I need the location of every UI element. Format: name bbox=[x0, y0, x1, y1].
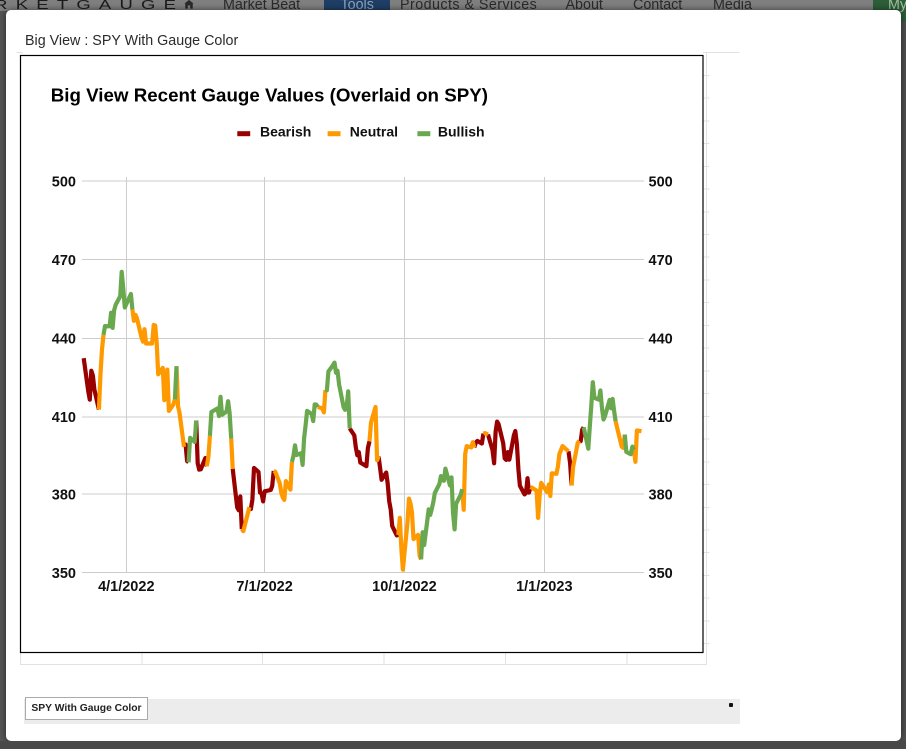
svg-text:350: 350 bbox=[649, 566, 673, 582]
svg-text:7/1/2022: 7/1/2022 bbox=[236, 579, 292, 595]
svg-text:500: 500 bbox=[52, 174, 76, 190]
svg-text:470: 470 bbox=[52, 253, 76, 269]
svg-text:Neutral: Neutral bbox=[350, 124, 398, 140]
svg-text:410: 410 bbox=[649, 410, 673, 426]
svg-text:350: 350 bbox=[52, 566, 76, 582]
svg-text:410: 410 bbox=[52, 410, 76, 426]
svg-text:440: 440 bbox=[52, 332, 76, 348]
svg-text:470: 470 bbox=[649, 253, 673, 269]
svg-text:380: 380 bbox=[649, 487, 673, 503]
svg-text:380: 380 bbox=[52, 487, 76, 503]
svg-text:440: 440 bbox=[649, 332, 673, 348]
svg-text:10/1/2022: 10/1/2022 bbox=[372, 579, 437, 595]
svg-text:4/1/2022: 4/1/2022 bbox=[98, 579, 154, 595]
svg-text:500: 500 bbox=[649, 174, 673, 190]
svg-text:1/1/2023: 1/1/2023 bbox=[516, 579, 572, 595]
svg-text:Bearish: Bearish bbox=[260, 124, 311, 140]
svg-text:Bullish: Bullish bbox=[438, 124, 485, 140]
svg-text:Big View Recent Gauge Values (: Big View Recent Gauge Values (Overlaid o… bbox=[51, 84, 488, 105]
